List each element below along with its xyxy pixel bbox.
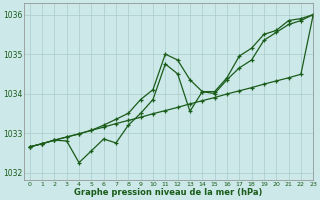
X-axis label: Graphe pression niveau de la mer (hPa): Graphe pression niveau de la mer (hPa) <box>74 188 263 197</box>
